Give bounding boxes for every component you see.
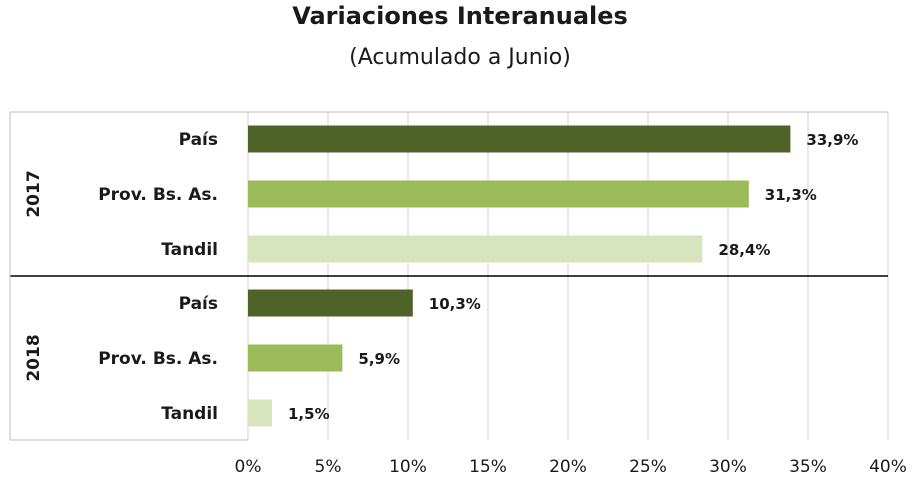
- x-tick-label: 5%: [315, 457, 342, 477]
- group-label-2017: 2017: [24, 170, 44, 217]
- bar-2018-2: [248, 399, 272, 427]
- category-label: País: [179, 130, 218, 150]
- bar-2017-2: [248, 235, 703, 263]
- chart-subtitle: (Acumulado a Junio): [349, 45, 571, 70]
- data-label: 33,9%: [806, 131, 858, 149]
- data-label: 10,3%: [429, 295, 481, 313]
- bar-2017-0: [248, 125, 791, 153]
- x-tick-label: 15%: [469, 457, 507, 477]
- bar-2017-1: [248, 180, 749, 208]
- category-label: Prov. Bs. As.: [98, 185, 218, 205]
- bars: [248, 125, 791, 427]
- group-label-2018: 2018: [24, 334, 44, 381]
- data-label: 28,4%: [718, 241, 770, 259]
- category-label: Prov. Bs. As.: [98, 349, 218, 369]
- x-tick-label: 35%: [789, 457, 827, 477]
- data-label: 1,5%: [288, 405, 330, 423]
- category-axis-frame: [9, 111, 888, 441]
- bar-2018-0: [248, 289, 413, 317]
- bar-2018-1: [248, 344, 343, 372]
- x-tick-label: 0%: [235, 457, 262, 477]
- labels: 2017 País 33,9% Prov. Bs. As. 31,3% Tandil 28,…: [24, 130, 858, 424]
- x-tick-label: 20%: [549, 457, 587, 477]
- x-axis-ticks: 0% 5% 10% 15% 20% 25% 30% 35% 40%: [235, 457, 907, 477]
- chart-title: Variaciones Interanuales: [292, 2, 628, 30]
- category-label: Tandil: [161, 404, 218, 424]
- data-label: 5,9%: [358, 350, 400, 368]
- x-tick-label: 30%: [709, 457, 747, 477]
- x-tick-label: 40%: [869, 457, 907, 477]
- x-tick-label: 25%: [629, 457, 667, 477]
- category-label: País: [179, 294, 218, 314]
- category-label: Tandil: [161, 240, 218, 260]
- x-tick-label: 10%: [389, 457, 427, 477]
- data-label: 31,3%: [765, 186, 817, 204]
